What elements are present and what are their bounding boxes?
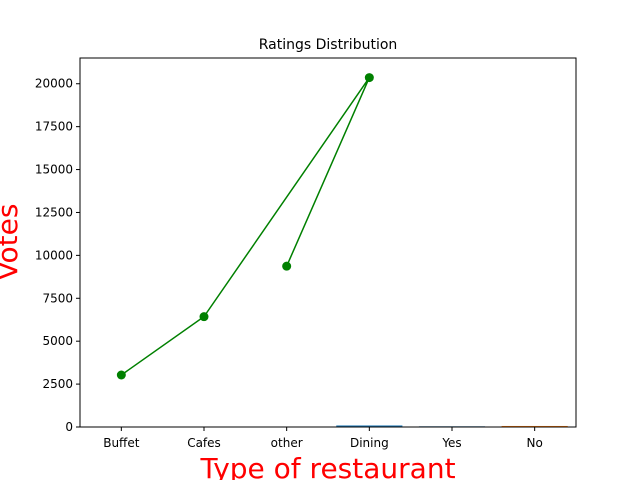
- data-point: [116, 370, 126, 380]
- plot-area: [116, 73, 568, 428]
- x-axis: Buffet Cafes other Dining Yes No: [103, 427, 543, 450]
- x-tick-label: other: [271, 436, 303, 450]
- plot-frame: [79, 57, 577, 428]
- y-axis: 0 2500 5000 7500 10000 12500 15000 17500 20000: [35, 77, 80, 434]
- x-tick-label: No: [527, 436, 543, 450]
- y-axis-label: Votes: [0, 204, 24, 281]
- y-tick-label: 17500: [35, 120, 73, 134]
- chart-title: Ratings Distribution: [259, 37, 398, 53]
- y-tick-label: 2500: [42, 377, 73, 391]
- bar: [336, 425, 403, 427]
- data-point: [364, 73, 374, 83]
- data-point: [199, 312, 209, 322]
- y-tick-label: 20000: [35, 77, 73, 91]
- x-axis-label: Type of restaurant: [199, 452, 455, 480]
- bar: [501, 425, 568, 427]
- y-tick-label: 15000: [35, 163, 73, 177]
- x-tick-label: Buffet: [103, 436, 139, 450]
- y-tick-label: 10000: [35, 248, 73, 262]
- series-line: [120, 77, 371, 376]
- y-tick-label: 5000: [42, 334, 73, 348]
- x-tick-label: Dining: [350, 436, 389, 450]
- data-point: [282, 261, 292, 271]
- y-tick-label: 12500: [35, 205, 73, 219]
- x-tick-label: Yes: [441, 436, 461, 450]
- y-tick-label: 0: [65, 420, 73, 434]
- x-tick-label: Cafes: [187, 436, 221, 450]
- y-tick-label: 7500: [42, 291, 73, 305]
